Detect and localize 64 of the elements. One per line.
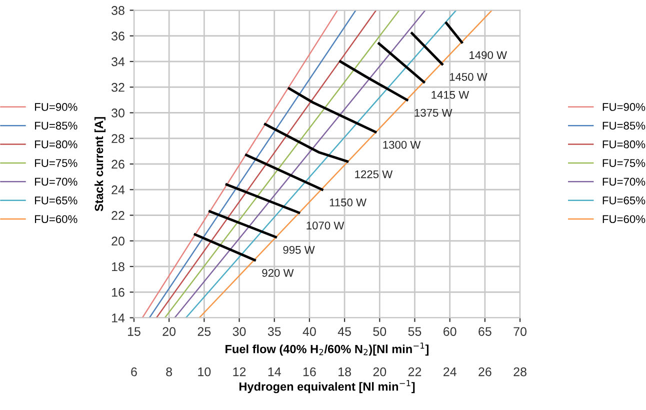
annotation: 1450 W <box>450 72 488 81</box>
x2-tick-label: 16 <box>303 367 316 376</box>
y-tick-label: 24 <box>112 185 125 194</box>
annotation: 1300 W <box>383 140 421 149</box>
y-tick-label: 36 <box>112 32 124 41</box>
legend-label: FU=65% <box>35 196 78 204</box>
x2-tick-label: 12 <box>233 367 246 376</box>
x-axis-title: Fuel flow (40% H$_{2}$/60% N$_{2}$)[Nl min$^{−1}$] <box>226 342 428 356</box>
x-tick-label: 35 <box>268 327 281 336</box>
x-tick-label: 50 <box>373 327 386 336</box>
y-axis-title: Stack current [A] <box>94 117 106 212</box>
x2-tick-label: 18 <box>338 367 351 376</box>
annotation: 1070 W <box>306 222 344 230</box>
y-tick-label: 34 <box>112 57 125 66</box>
x-tick-label: 20 <box>162 327 176 336</box>
y-tick-label: 26 <box>112 160 124 169</box>
annotation: 1375 W <box>414 108 452 117</box>
y-tick-label: 20 <box>112 236 124 246</box>
text: FU=65% <box>602 196 646 204</box>
annotation: 1225 W <box>355 170 393 178</box>
x2-tick-label: 6 <box>131 367 137 376</box>
legend-label: FU=80% <box>35 140 78 148</box>
x-tick-label: 70 <box>514 327 526 336</box>
x-tick-label: 55 <box>408 327 422 336</box>
annotation: 1490 W <box>470 51 507 60</box>
x2-axis-title: Hydrogen equivalent [Nl min$^{−1}$] <box>239 380 415 394</box>
text: FU=70% <box>602 178 646 186</box>
y-tick-label: 16 <box>112 288 124 297</box>
y-tick-label: 14 <box>112 314 125 322</box>
x2-tick-label: 8 <box>166 367 172 376</box>
annotation: 995 W <box>283 246 315 254</box>
text: FU=60% <box>35 215 78 224</box>
text: FU=75% <box>602 159 646 167</box>
legend-label: FU=70% <box>35 178 78 186</box>
x2-tick-label: 24 <box>444 367 456 376</box>
legend-label: FU=85% <box>35 122 78 130</box>
x2-tick-label: 26 <box>478 367 492 376</box>
y-tick-label: 30 <box>112 108 124 118</box>
x2-tick-label: 22 <box>408 367 422 376</box>
x-tick-label: 40 <box>302 327 316 336</box>
x-tick-label: 30 <box>232 327 246 336</box>
legend-label: FU=75% <box>35 159 78 167</box>
y-tick-label: 22 <box>112 211 124 220</box>
annotation: 1415 W <box>432 91 470 99</box>
legend-label: FU=60% <box>602 215 646 224</box>
x-tick-label: 65 <box>478 327 492 336</box>
y-tick-label: 18 <box>112 262 124 272</box>
y-tick-label: 28 <box>112 134 124 144</box>
text: FU=90% <box>602 103 646 111</box>
x-tick-label: 25 <box>198 327 211 336</box>
y-tick-label: 38 <box>112 6 124 15</box>
annotation: 920 W <box>262 269 294 277</box>
annotation: 1150 W <box>330 198 366 206</box>
x2-tick-label: 14 <box>268 368 281 376</box>
x-tick-label: 60 <box>444 327 456 336</box>
legend-label: FU=90% <box>35 103 78 111</box>
x-tick-label: 45 <box>338 327 351 336</box>
text: FU=80% <box>602 140 646 148</box>
x2-tick-label: 20 <box>373 367 386 376</box>
x2-tick-label: 28 <box>514 367 526 376</box>
x2-tick-label: 10 <box>198 367 211 376</box>
y-tick-label: 32 <box>112 82 124 92</box>
text: FU=85% <box>602 122 646 130</box>
x-tick-label: 15 <box>128 327 140 336</box>
